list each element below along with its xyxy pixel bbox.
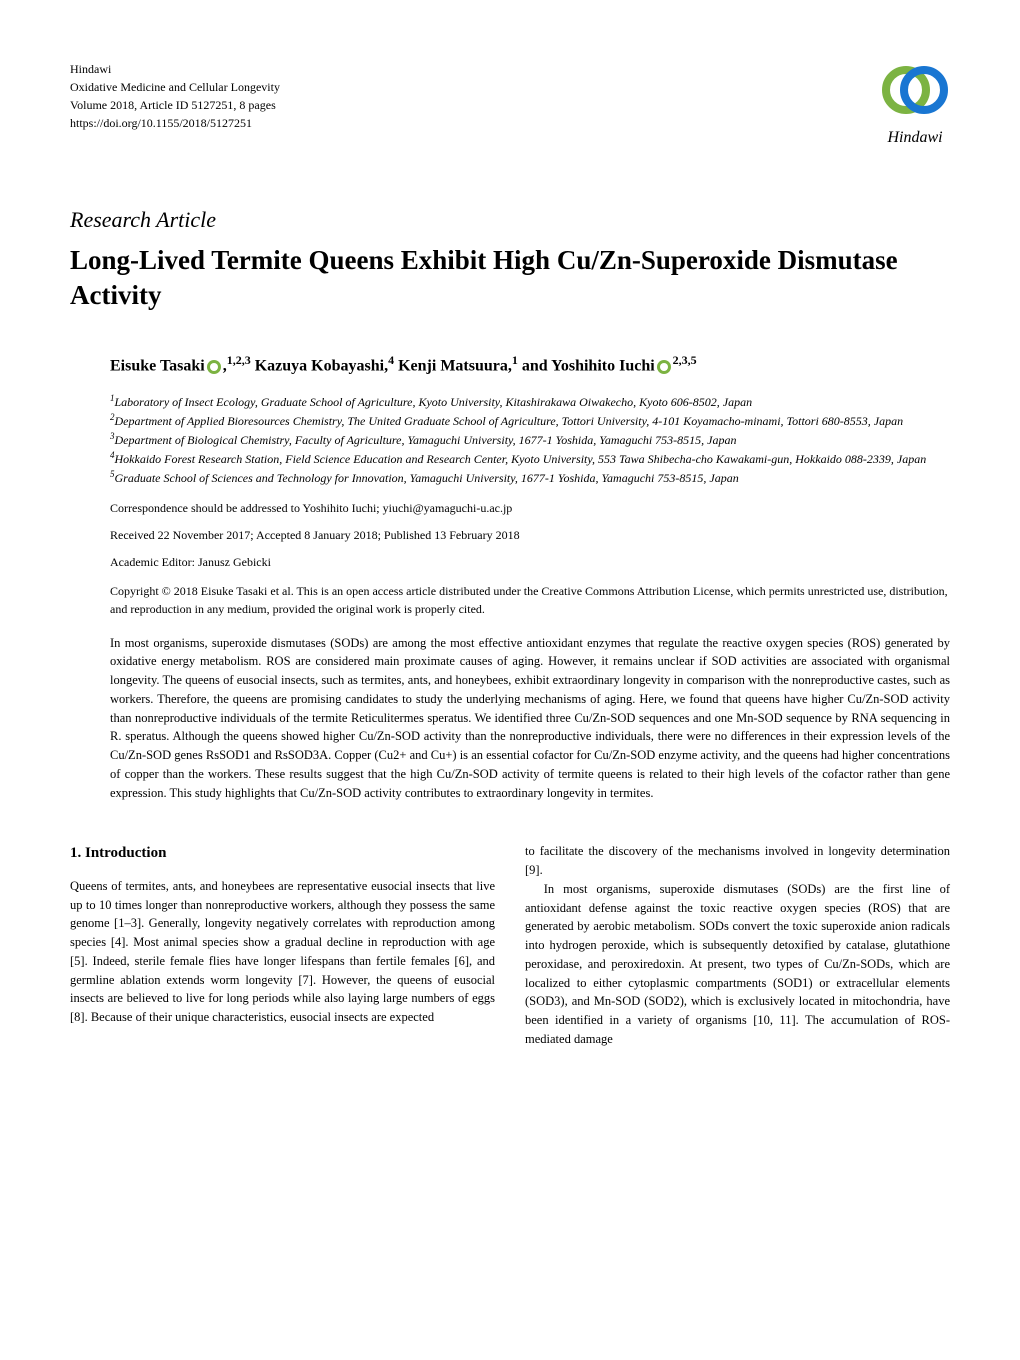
section-1-heading: 1. Introduction (70, 842, 495, 865)
page-container: Hindawi Oxidative Medicine and Cellular … (0, 0, 1020, 1089)
article-dates: Received 22 November 2017; Accepted 8 Ja… (110, 528, 950, 543)
author-4-sup: 2,3,5 (673, 353, 697, 367)
intro-para-1: Queens of termites, ants, and honeybees … (70, 877, 495, 1027)
hindawi-logo-icon (880, 60, 950, 120)
author-3: Kenji Matsuura, (398, 358, 512, 375)
aff1-text: Laboratory of Insect Ecology, Graduate S… (115, 395, 753, 409)
affiliation-3: 3Department of Biological Chemistry, Fac… (110, 430, 950, 449)
orcid-icon[interactable] (657, 360, 671, 374)
logo-text: Hindawi (880, 129, 950, 147)
academic-editor: Academic Editor: Janusz Gebicki (110, 555, 950, 570)
correspondence: Correspondence should be addressed to Yo… (110, 501, 950, 516)
aff2-text: Department of Applied Bioresources Chemi… (115, 414, 904, 428)
article-type: Research Article (70, 207, 950, 233)
and-text: and (522, 358, 551, 375)
body-columns: 1. Introduction Queens of termites, ants… (70, 842, 950, 1048)
affiliation-2: 2Department of Applied Bioresources Chem… (110, 411, 950, 430)
affiliation-4: 4Hokkaido Forest Research Station, Field… (110, 449, 950, 468)
author-1: Eisuke Tasaki (110, 358, 205, 375)
orcid-icon[interactable] (207, 360, 221, 374)
doi-link[interactable]: https://doi.org/10.1155/2018/5127251 (70, 114, 280, 132)
right-column: to facilitate the discovery of the mecha… (525, 842, 950, 1048)
journal-info: Hindawi Oxidative Medicine and Cellular … (70, 60, 280, 132)
article-title: Long-Lived Termite Queens Exhibit High C… (70, 243, 950, 313)
affiliation-1: 1Laboratory of Insect Ecology, Graduate … (110, 392, 950, 411)
copyright-text: Copyright © 2018 Eisuke Tasaki et al. Th… (110, 582, 950, 618)
journal-name: Oxidative Medicine and Cellular Longevit… (70, 78, 280, 96)
header-top: Hindawi Oxidative Medicine and Cellular … (70, 60, 950, 147)
publisher-logo: Hindawi (880, 60, 950, 147)
affiliation-5: 5Graduate School of Sciences and Technol… (110, 468, 950, 487)
aff5-text: Graduate School of Sciences and Technolo… (115, 471, 739, 485)
author-2: Kazuya Kobayashi, (255, 358, 388, 375)
aff4-text: Hokkaido Forest Research Station, Field … (115, 452, 927, 466)
volume-info: Volume 2018, Article ID 5127251, 8 pages (70, 96, 280, 114)
left-column: 1. Introduction Queens of termites, ants… (70, 842, 495, 1048)
abstract-text: In most organisms, superoxide dismutases… (110, 634, 950, 803)
author-3-sup: 1 (512, 353, 518, 367)
intro-para-1-cont: to facilitate the discovery of the mecha… (525, 842, 950, 880)
author-4: Yoshihito Iuchi (551, 358, 655, 375)
author-2-sup: 4 (388, 353, 394, 367)
authors-line: Eisuke Tasaki,1,2,3 Kazuya Kobayashi,4 K… (110, 353, 950, 375)
publisher: Hindawi (70, 60, 280, 78)
affiliations-block: 1Laboratory of Insect Ecology, Graduate … (110, 392, 950, 487)
intro-para-2: In most organisms, superoxide dismutases… (525, 880, 950, 1049)
author-1-sup: 1,2,3 (227, 353, 251, 367)
aff3-text: Department of Biological Chemistry, Facu… (115, 433, 737, 447)
